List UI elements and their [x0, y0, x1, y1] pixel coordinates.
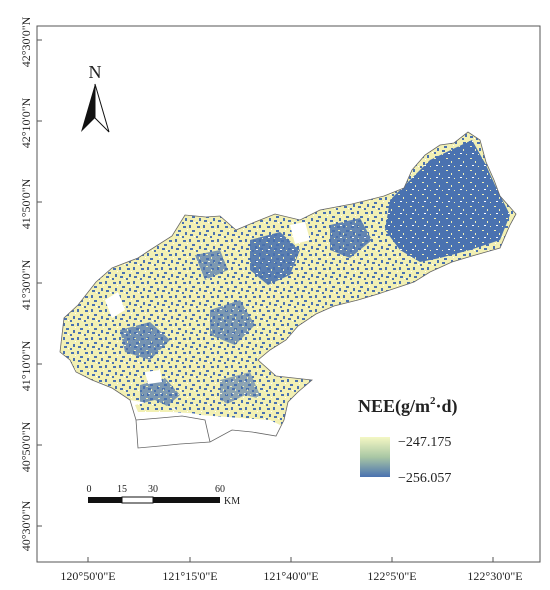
- scale-label: 0: [87, 484, 92, 495]
- y-tick-label: 42°30'0"N: [19, 16, 33, 67]
- north-arrow-icon: N: [81, 62, 110, 133]
- legend-title: NEE(g/m2·d): [358, 395, 458, 417]
- legend-min-label: −256.057: [398, 471, 451, 486]
- x-tick-label: 122°5'0"E: [367, 569, 416, 583]
- x-tick-label: 121°40'0"E: [263, 569, 318, 583]
- north-label: N: [89, 62, 102, 82]
- y-tick-label: 41°50'0"N: [19, 178, 33, 229]
- y-tick-label: 40°30'0"N: [19, 500, 33, 551]
- y-tick-label: 40°50'0"N: [19, 421, 33, 472]
- x-tick-label: 121°15'0"E: [162, 569, 217, 583]
- legend-color-ramp: [360, 437, 390, 477]
- legend: NEE(g/m2·d) −247.175 −256.057: [358, 395, 458, 486]
- x-tick-label: 120°50'0"E: [60, 569, 115, 583]
- scale-label: 60: [215, 484, 225, 495]
- scale-bar: 0 15 30 60 KM: [87, 484, 241, 507]
- x-axis: 120°50'0"E 121°15'0"E 121°40'0"E 122°5'0…: [60, 557, 523, 583]
- x-tick-label: 122°30'0"E: [467, 569, 522, 583]
- y-tick-label: 42°10'0"N: [19, 97, 33, 148]
- y-axis: 42°30'0"N 42°10'0"N 41°50'0"N 41°30'0"N …: [19, 16, 42, 551]
- y-tick-label: 41°30'0"N: [19, 259, 33, 310]
- scale-unit: KM: [224, 496, 240, 507]
- scale-label: 30: [148, 484, 158, 495]
- scale-label: 15: [117, 484, 127, 495]
- y-tick-label: 41°10'0"N: [19, 340, 33, 391]
- legend-max-label: −247.175: [398, 435, 451, 450]
